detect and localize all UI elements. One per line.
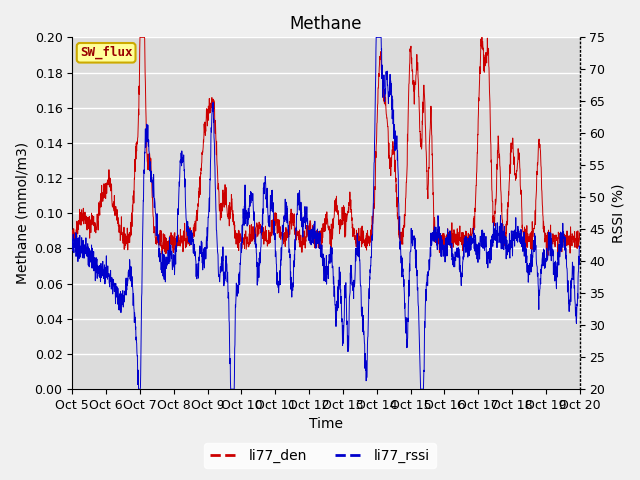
- Y-axis label: Methane (mmol/m3): Methane (mmol/m3): [15, 142, 29, 284]
- Text: SW_flux: SW_flux: [80, 46, 132, 60]
- Title: Methane: Methane: [290, 15, 362, 33]
- Y-axis label: RSSI (%): RSSI (%): [611, 183, 625, 243]
- Legend: li77_den, li77_rssi: li77_den, li77_rssi: [204, 443, 436, 468]
- X-axis label: Time: Time: [309, 418, 343, 432]
